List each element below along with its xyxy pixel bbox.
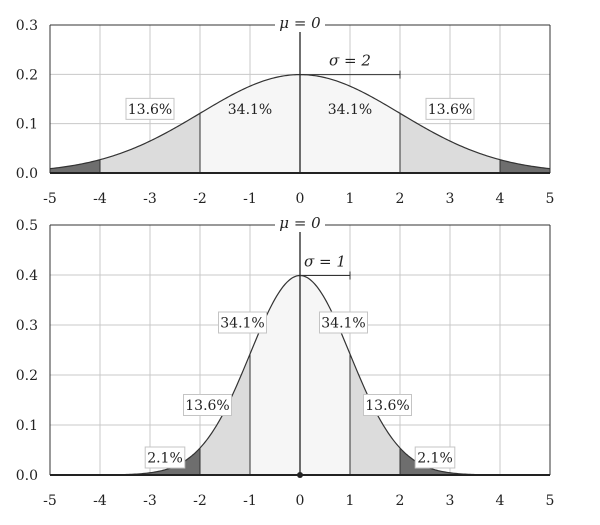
x-tick-label: -3 [143,191,157,207]
mean-marker [297,472,303,478]
percent-label-box [363,394,412,416]
x-tick-label: 3 [446,191,455,207]
x-tick-label: -1 [243,191,257,207]
x-tick-label: 2 [396,191,405,207]
x-tick-label: 5 [546,191,555,207]
mu-label: μ = 0 [279,14,321,32]
percent-label: 34.1% [228,102,272,118]
percent-label: 13.6% [185,398,229,414]
percent-label: 34.1% [220,316,264,332]
y-tick-label: 0.2 [16,368,38,384]
y-tick-label: 0.0 [16,166,38,182]
x-tick-label: -3 [143,493,157,509]
percent-label-box [125,97,175,120]
sigma-label: σ = 2 [329,52,371,70]
x-tick-label: 0 [296,493,305,509]
percent-label: 13.6% [128,102,172,118]
x-tick-label: 3 [446,493,455,509]
percent-label-box [144,446,186,469]
x-tick-label: -5 [43,191,57,207]
mu-label: μ = 0 [279,214,321,232]
y-tick-label: 0.1 [16,117,38,133]
mu-label-bg [275,214,325,232]
x-tick-label: 1 [346,493,355,509]
percent-label: 34.1% [328,102,372,118]
sigma-label: σ = 1 [304,253,346,271]
x-tick-label: 4 [496,493,505,509]
percent-label: 13.6% [428,102,472,118]
x-tick-label: -1 [243,493,257,509]
x-tick-label: -5 [43,493,57,509]
y-tick-label: 0.0 [16,468,38,484]
percent-label-box [319,311,368,334]
x-tick-label: 5 [546,493,555,509]
x-tick-label: -2 [193,493,207,509]
y-tick-label: 0.3 [16,18,38,34]
x-tick-label: -4 [93,493,107,509]
percent-label-box [183,394,232,416]
x-tick-label: -2 [193,191,207,207]
y-tick-label: 0.1 [16,418,38,434]
percent-label-box [425,97,475,120]
percent-label: 13.6% [365,398,409,414]
x-tick-label: 2 [396,493,405,509]
y-tick-label: 0.4 [16,268,38,284]
x-tick-label: 1 [346,191,355,207]
x-tick-label: 0 [296,191,305,207]
percent-label: 2.1% [147,451,183,467]
y-tick-label: 0.3 [16,318,38,334]
y-tick-label: 0.2 [16,67,38,83]
chart-panel-bottom: μ = 0 σ = 1 34.1% 34.1% 13.6% 13.6% 2.1% 2.1% -5… [16,214,555,509]
mu-label-bg [275,14,325,32]
shaded-region-dark [400,448,550,475]
shaded-region-dark [50,448,200,475]
x-tick-label: 4 [496,191,505,207]
percent-label: 2.1% [417,451,453,467]
percent-label-box [218,311,267,334]
x-tick-label: -4 [93,191,107,207]
percent-label: 34.1% [321,316,365,332]
y-tick-label: 0.5 [16,218,38,234]
chart-panel-top: μ = 0 σ = 2 13.6% 34.1% 34.1% 13.6% -5 -4 -3 -2 -1… [16,14,555,207]
percent-label-box [414,446,456,469]
